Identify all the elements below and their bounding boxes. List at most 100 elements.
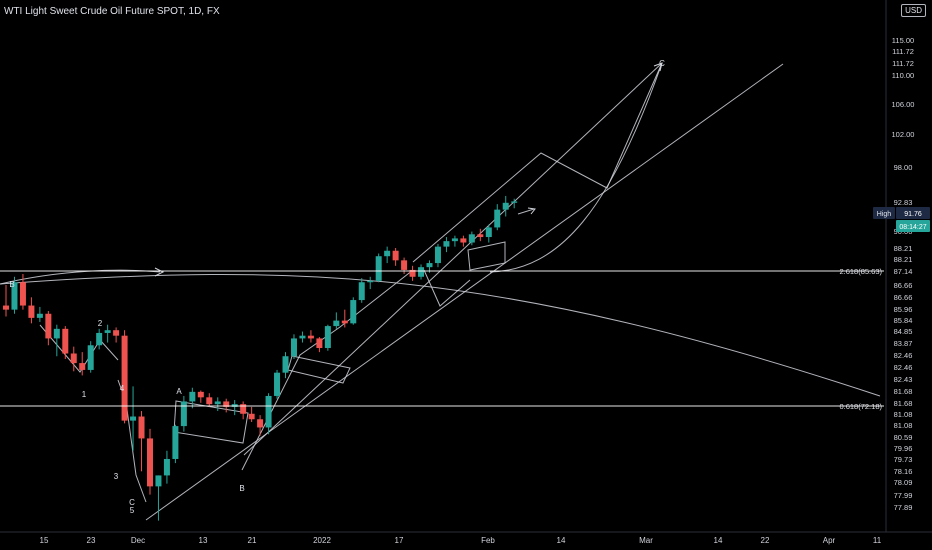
price-axis-tick-label: 78.09 — [894, 478, 913, 487]
candle-body — [163, 458, 170, 476]
candle-body — [401, 260, 408, 270]
arc-arrowhead — [154, 267, 165, 277]
price-axis-tick-label: 80.59 — [894, 433, 913, 442]
candle — [502, 195, 509, 217]
candle — [104, 324, 111, 343]
candle-body — [451, 238, 458, 242]
candle — [324, 324, 331, 351]
candle — [146, 428, 153, 495]
candle — [333, 312, 340, 329]
candle-body — [358, 282, 365, 301]
time-axis-tick-label: 2022 — [313, 536, 331, 545]
candle-body — [485, 227, 492, 238]
tag-name: High — [877, 211, 892, 218]
wave-label: 3 — [114, 472, 119, 481]
candle — [451, 235, 458, 247]
candle — [206, 393, 213, 407]
candle-body — [282, 356, 289, 373]
candle — [274, 369, 281, 399]
candle — [189, 387, 196, 409]
candle-body — [299, 335, 306, 339]
price-axis-tick-label: 115.00 — [892, 36, 914, 45]
tag-name-bg — [873, 207, 895, 219]
candle — [163, 450, 170, 484]
wave-label: 1 — [82, 390, 87, 399]
fib-level-label: 2.618(85.63) — [839, 267, 882, 276]
candle — [341, 309, 348, 328]
price-tags-layer: High 91.76 08:14:27 — [873, 207, 930, 232]
candle — [477, 228, 484, 242]
time-axis-tick-label: Feb — [481, 536, 495, 545]
high-price-tag: High 91.76 — [873, 207, 930, 219]
wave-label: C — [659, 59, 665, 68]
candle-body — [333, 320, 340, 327]
wave-label: C — [129, 498, 135, 507]
candle-body — [460, 238, 467, 243]
candle — [511, 198, 518, 209]
candle-body — [45, 313, 52, 339]
candle — [375, 253, 382, 283]
candle — [138, 411, 145, 472]
price-axis-tick-label: 82.43 — [894, 375, 913, 384]
time-axis-tick-label: 15 — [40, 536, 49, 545]
price-axis-tick-label: 111.72 — [892, 59, 914, 68]
price-axis-tick-label: 79.73 — [894, 455, 913, 464]
candle — [316, 337, 323, 353]
candle-body — [257, 419, 264, 428]
symbol-title: WTI Light Sweet Crude Oil Future SPOT, 1… — [4, 6, 220, 17]
wave-label: 2 — [98, 319, 103, 328]
price-axis-tick-label: 111.72 — [892, 47, 914, 56]
candle — [240, 401, 247, 420]
price-axis-tick-label: 81.08 — [894, 421, 913, 430]
candle-body — [11, 282, 18, 310]
candle-body — [28, 305, 35, 318]
price-axis-tick-label: 83.87 — [894, 339, 913, 348]
target-arrowhead — [653, 62, 663, 72]
candle — [265, 393, 272, 435]
time-axis-tick-label: 11 — [873, 536, 882, 545]
price-axis-tick-label: 92.83 — [894, 198, 913, 207]
candle — [248, 406, 255, 422]
candle — [96, 328, 103, 350]
candle-body — [96, 332, 103, 346]
time-axis-tick-label: 23 — [87, 536, 96, 545]
channel-upper-line — [243, 62, 663, 456]
candle-body — [434, 246, 441, 264]
price-axis-tick-label: 81.68 — [894, 387, 913, 396]
currency-button[interactable]: USD — [901, 4, 926, 17]
candle-body — [240, 404, 247, 414]
price-axis-tick-label: 98.00 — [894, 163, 913, 172]
candle-body — [367, 280, 374, 283]
candle — [28, 297, 35, 324]
price-axis-tick-label: 85.84 — [894, 316, 913, 325]
price-axis-tick-label: 88.21 — [894, 244, 913, 253]
candle-body — [146, 438, 153, 487]
price-axis-tick-label: 86.66 — [894, 293, 913, 302]
candle-body — [307, 335, 314, 339]
price-axis-tick-label: 85.96 — [894, 305, 913, 314]
tag-value-bg — [896, 207, 930, 219]
candle — [70, 346, 77, 372]
price-axis-tick-label: 102.00 — [892, 130, 915, 139]
candle-body — [206, 397, 213, 405]
candle — [155, 475, 162, 521]
candle-body — [172, 426, 179, 459]
time-axis-tick-label: 21 — [248, 536, 257, 545]
candle — [79, 352, 86, 376]
candle — [11, 276, 18, 314]
pattern-box-a — [173, 400, 249, 444]
candle-body — [316, 338, 323, 349]
candle — [460, 235, 467, 247]
price-axis-tick-label: 81.08 — [894, 410, 913, 419]
candle-body — [155, 475, 162, 487]
candle — [113, 327, 120, 343]
candle — [121, 330, 128, 424]
price-axis-tick-label: 77.99 — [894, 491, 913, 500]
time-axis[interactable]: 15 23 Dec 13 21 2022 17 Feb 14 Mar 14 22 Apr 11 — [0, 531, 932, 545]
candle — [384, 246, 391, 264]
candle — [418, 264, 425, 280]
candle — [409, 265, 416, 281]
wave-label: 4 — [120, 384, 125, 393]
